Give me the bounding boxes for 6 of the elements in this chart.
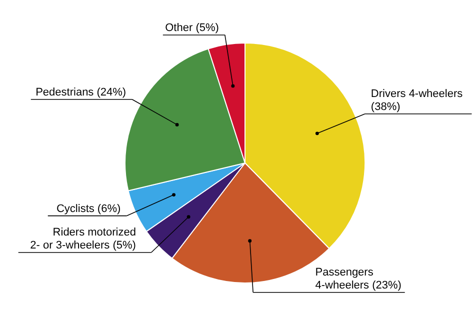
slice-label: Cyclists (6%) <box>56 202 121 215</box>
slice-label: Riders motorized 2- or 3-wheelers (5%) <box>30 226 136 252</box>
slice-label: Pedestrians (24%) <box>36 86 126 98</box>
slice-label: Passengers 4-wheelers (23%) <box>315 266 402 292</box>
slice-label: Drivers 4-wheelers (38%) <box>370 88 464 113</box>
slice-label: Other (5%) <box>165 22 219 34</box>
